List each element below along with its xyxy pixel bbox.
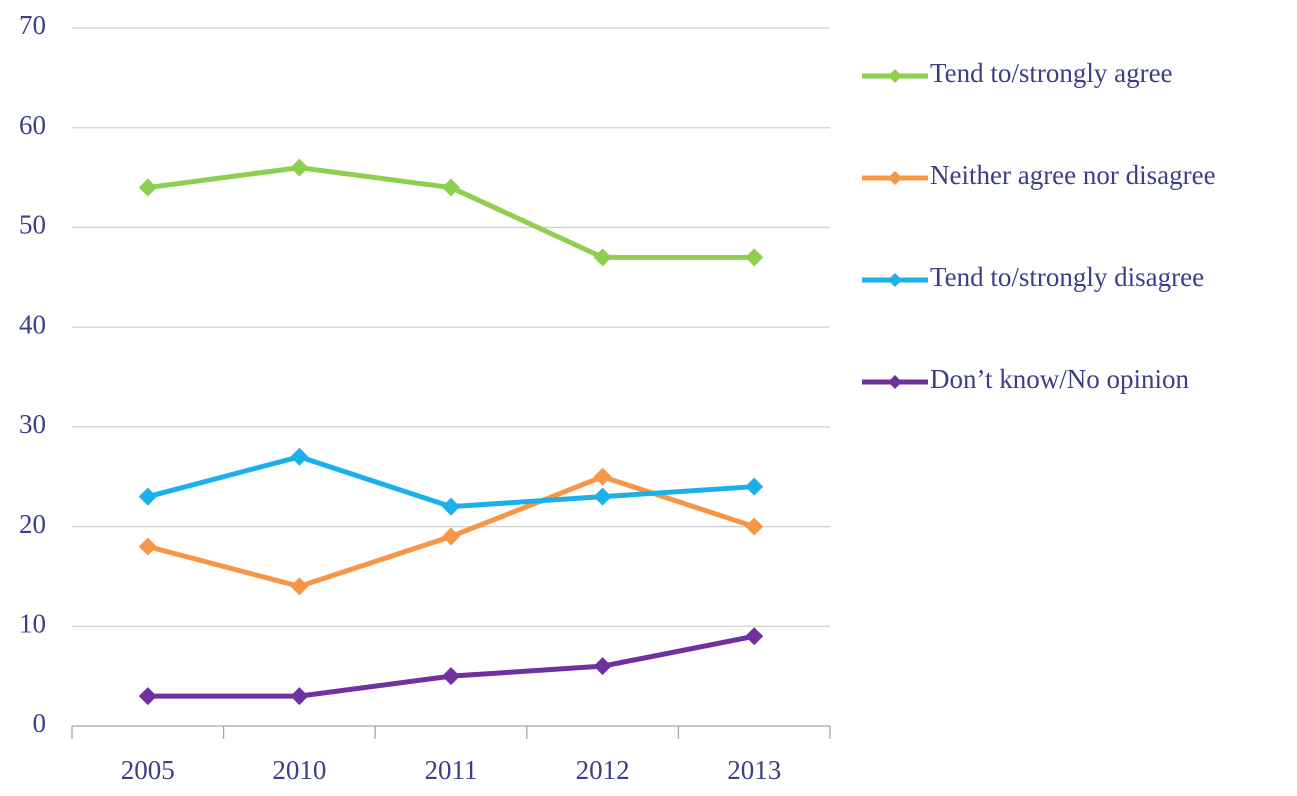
marker xyxy=(138,487,157,506)
marker xyxy=(290,577,309,596)
marker xyxy=(745,517,764,536)
y-tick-label: 40 xyxy=(19,309,46,339)
marker xyxy=(442,527,460,546)
legend-label: Tend to/strongly disagree xyxy=(930,262,1204,292)
x-tick-label: 2012 xyxy=(576,755,630,785)
series-line xyxy=(147,633,755,699)
x-tick-label: 2013 xyxy=(727,755,781,785)
marker xyxy=(138,687,157,706)
y-tick-label: 10 xyxy=(19,608,46,638)
legend-label: Tend to/strongly agree xyxy=(930,58,1173,88)
marker xyxy=(442,667,460,686)
legend-marker xyxy=(888,273,902,287)
marker xyxy=(290,158,309,177)
marker xyxy=(593,487,612,506)
legend-marker xyxy=(888,375,902,389)
marker xyxy=(593,248,612,267)
legend-marker xyxy=(888,69,902,83)
x-tick-label: 2005 xyxy=(121,755,175,785)
marker xyxy=(593,467,612,486)
marker xyxy=(138,178,157,197)
marker xyxy=(290,687,309,706)
marker xyxy=(442,497,460,516)
marker xyxy=(745,477,764,496)
y-tick-label: 70 xyxy=(19,10,46,40)
legend-label: Neither agree nor disagree xyxy=(930,160,1216,190)
y-tick-label: 30 xyxy=(19,409,46,439)
legend-marker xyxy=(888,171,902,185)
legend-label: Don’t know/No opinion xyxy=(930,364,1190,394)
x-tick-label: 2011 xyxy=(425,755,478,785)
marker xyxy=(745,248,764,267)
marker xyxy=(593,657,612,676)
y-tick-label: 20 xyxy=(19,509,46,539)
y-tick-label: 0 xyxy=(33,708,47,738)
y-tick-label: 60 xyxy=(19,110,46,140)
y-tick-label: 50 xyxy=(19,210,46,240)
marker xyxy=(290,447,309,466)
marker xyxy=(745,627,764,646)
marker xyxy=(138,537,157,556)
marker xyxy=(442,178,460,197)
x-tick-label: 2010 xyxy=(272,755,326,785)
